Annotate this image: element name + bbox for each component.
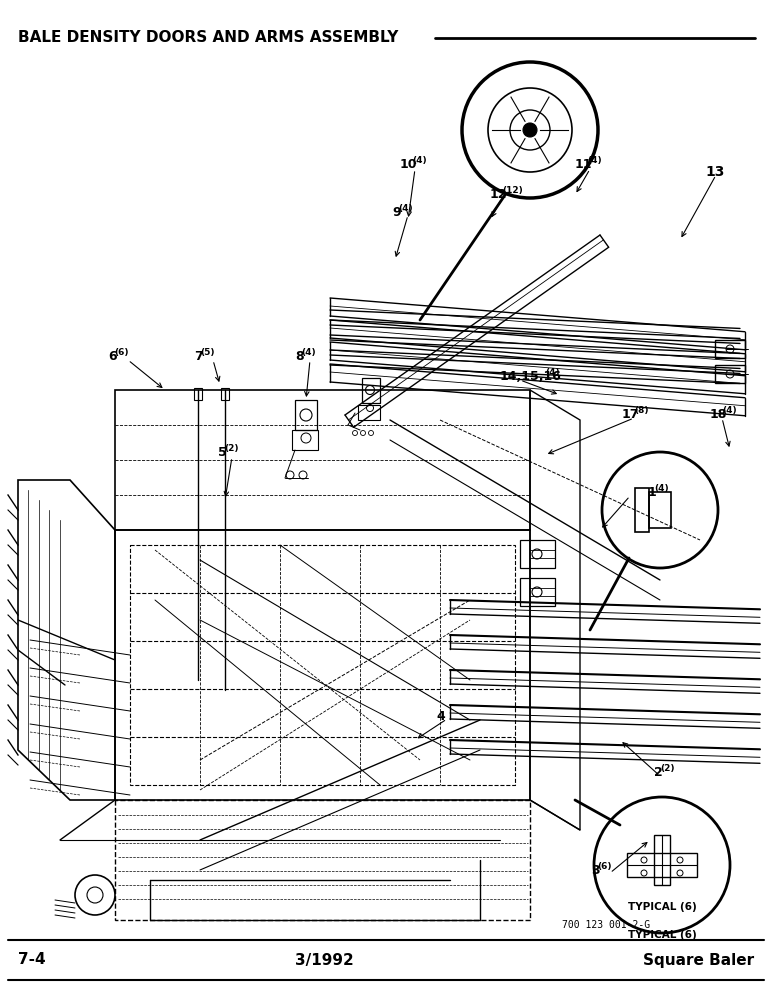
Text: (6): (6) bbox=[114, 349, 129, 358]
Bar bbox=[295, 400, 317, 430]
Text: 11: 11 bbox=[575, 158, 592, 172]
Text: 700 123 001-2-G: 700 123 001-2-G bbox=[562, 920, 650, 930]
Text: 17: 17 bbox=[622, 408, 639, 420]
Bar bbox=[627, 853, 697, 877]
Text: (12): (12) bbox=[502, 186, 523, 196]
Text: 10: 10 bbox=[400, 158, 418, 172]
Bar bbox=[715, 365, 745, 383]
Text: TYPICAL (6): TYPICAL (6) bbox=[628, 930, 696, 940]
Bar bbox=[221, 388, 229, 400]
Text: (6): (6) bbox=[598, 861, 612, 870]
Circle shape bbox=[523, 123, 537, 137]
Bar bbox=[362, 378, 380, 403]
Text: 1: 1 bbox=[648, 486, 657, 498]
Text: 9: 9 bbox=[392, 206, 401, 219]
Bar bbox=[520, 540, 555, 568]
Text: (4): (4) bbox=[546, 367, 560, 376]
Text: Square Baler: Square Baler bbox=[643, 952, 754, 968]
Text: (4): (4) bbox=[587, 156, 602, 165]
Text: 3: 3 bbox=[591, 863, 600, 876]
Text: 14,15,16: 14,15,16 bbox=[500, 369, 562, 382]
Text: 6: 6 bbox=[108, 351, 117, 363]
Text: (4): (4) bbox=[398, 204, 413, 213]
Text: 7: 7 bbox=[194, 351, 203, 363]
Bar bbox=[654, 835, 670, 885]
Bar bbox=[649, 492, 671, 528]
Text: 12: 12 bbox=[490, 188, 507, 202]
Text: (4): (4) bbox=[722, 406, 736, 414]
Text: 3/1992: 3/1992 bbox=[295, 952, 354, 968]
Text: (2): (2) bbox=[661, 764, 675, 774]
Text: (4): (4) bbox=[302, 349, 317, 358]
Bar bbox=[715, 340, 745, 358]
Text: (4): (4) bbox=[412, 156, 427, 165]
Text: BALE DENSITY DOORS AND ARMS ASSEMBLY: BALE DENSITY DOORS AND ARMS ASSEMBLY bbox=[18, 30, 398, 45]
Text: (2): (2) bbox=[225, 444, 239, 454]
Bar bbox=[194, 388, 202, 400]
Bar bbox=[635, 488, 649, 532]
Text: 8: 8 bbox=[295, 351, 303, 363]
Text: TYPICAL (6): TYPICAL (6) bbox=[628, 902, 696, 912]
Text: 13: 13 bbox=[705, 165, 724, 179]
Bar bbox=[358, 405, 380, 420]
Bar bbox=[130, 545, 515, 785]
Text: (4): (4) bbox=[655, 484, 669, 492]
Text: 18: 18 bbox=[710, 408, 727, 420]
Text: 2: 2 bbox=[654, 766, 662, 780]
Text: 4: 4 bbox=[436, 710, 445, 722]
Text: (5): (5) bbox=[201, 349, 215, 358]
Bar bbox=[292, 430, 318, 450]
Text: (8): (8) bbox=[634, 406, 648, 414]
Text: 5: 5 bbox=[218, 446, 227, 460]
Text: 7-4: 7-4 bbox=[18, 952, 46, 968]
Bar bbox=[520, 578, 555, 606]
